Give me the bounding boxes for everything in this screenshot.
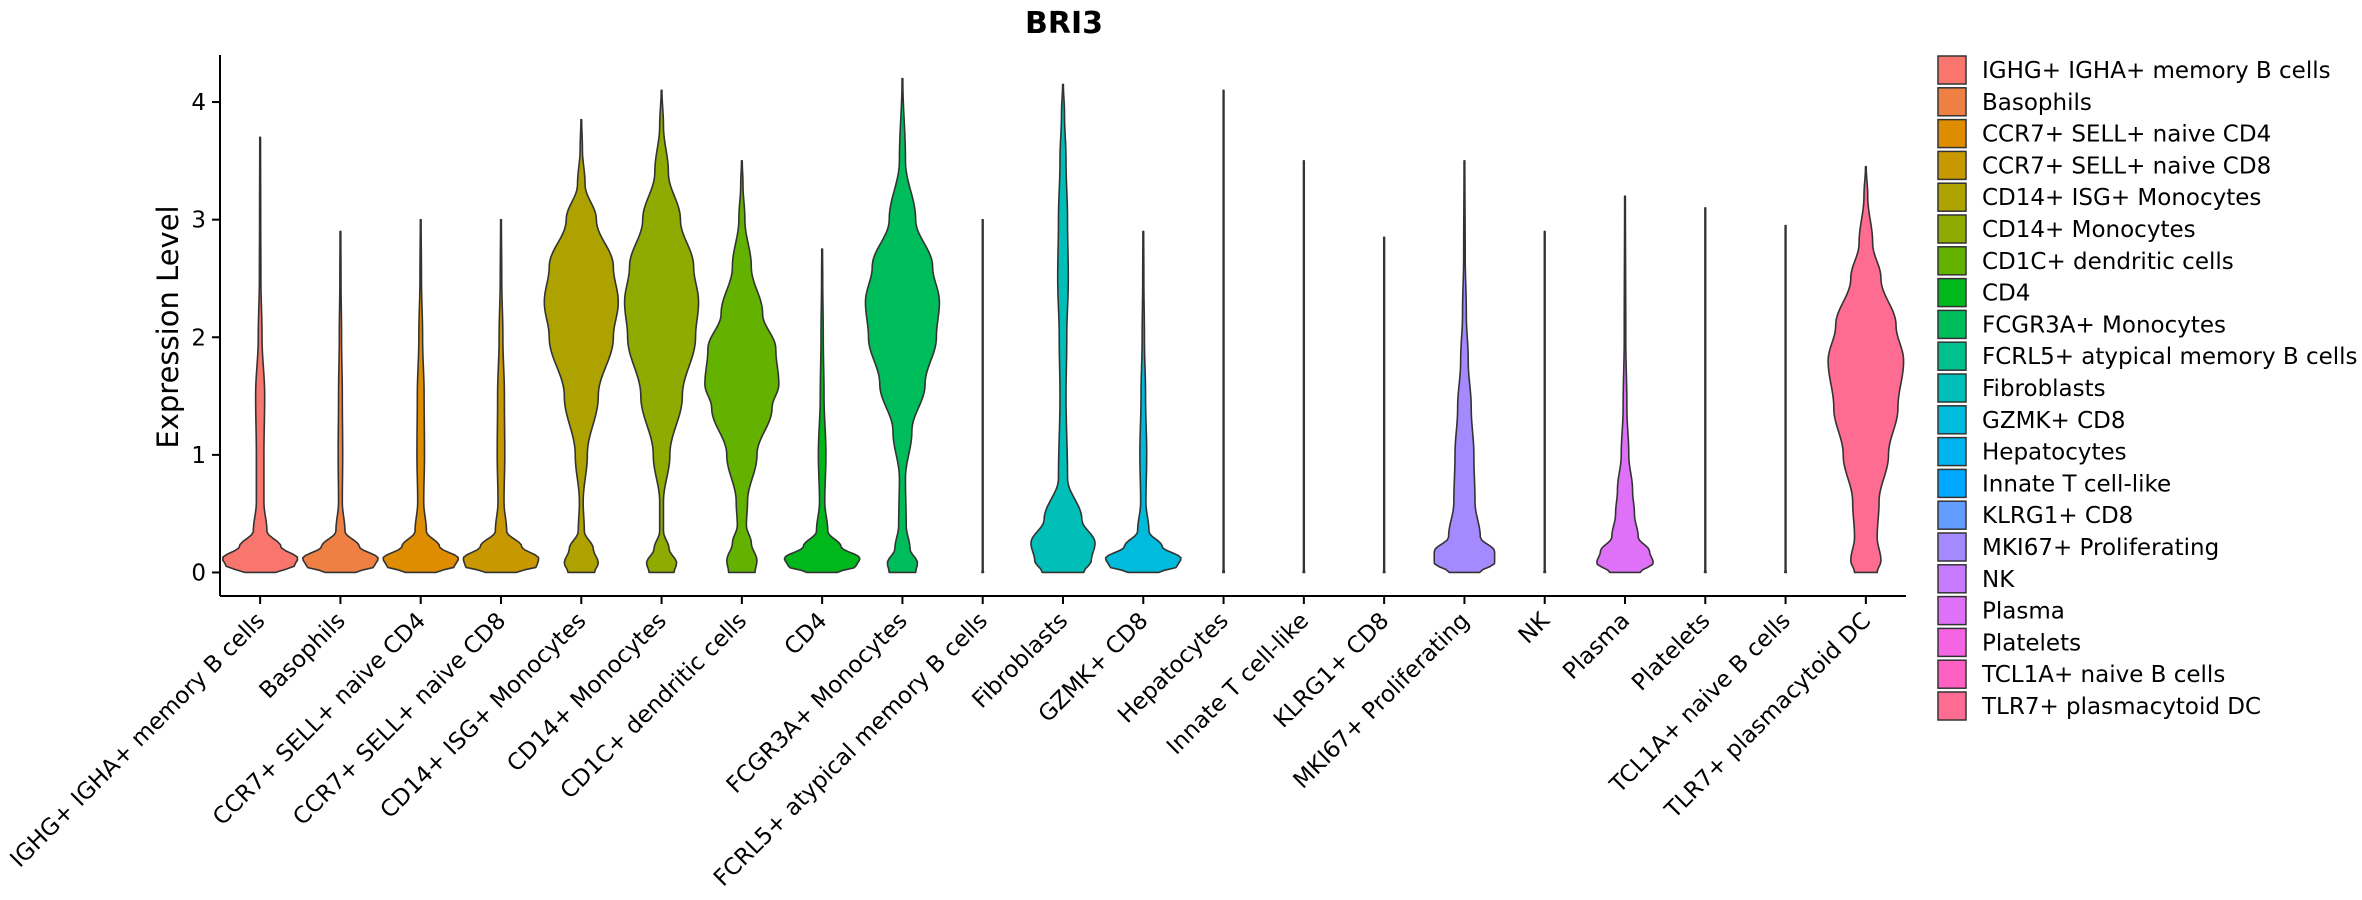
violin-1 [221, 136, 299, 574]
legend-label: MKI67+ Proliferating [1982, 535, 2219, 561]
legend-swatch [1937, 118, 1967, 149]
legend-label: NK [1982, 567, 2015, 593]
legend-label: CCR7+ SELL+ naive CD8 [1982, 153, 2271, 179]
legend-swatch [1937, 309, 1967, 340]
y-tick-label: 1 [191, 443, 206, 469]
legend-swatch [1937, 150, 1967, 181]
violin-13 [1222, 89, 1226, 574]
violin-7 [704, 160, 780, 574]
legend-label: CD14+ Monocytes [1982, 217, 2196, 243]
legend-label: FCRL5+ atypical memory B cells [1982, 344, 2358, 370]
violin-12 [1104, 230, 1182, 574]
legend-swatch [1937, 436, 1967, 467]
x-tick-label: Innate T cell-like [1162, 608, 1314, 760]
violin-17 [1543, 230, 1547, 574]
legend-swatch [1937, 564, 1967, 594]
legend-swatch [1937, 55, 1967, 85]
legend-swatch [1937, 182, 1967, 212]
y-tick-label: 3 [191, 208, 206, 234]
violin-10 [981, 218, 985, 574]
y-tick-label: 0 [191, 560, 206, 586]
violin-3 [382, 218, 459, 574]
y-tick-label: 4 [191, 90, 206, 116]
violin-21 [1827, 165, 1905, 574]
legend-swatch [1937, 246, 1967, 276]
legend-label: Fibroblasts [1982, 376, 2106, 402]
legend-swatch [1937, 595, 1967, 626]
violin-6 [623, 89, 700, 574]
x-tick-label: CD4 [780, 608, 833, 661]
legend-swatch [1937, 500, 1967, 530]
x-tick-label: IGHG+ IGHA+ memory B cells [6, 608, 271, 873]
legend-label: CD14+ ISG+ Monocytes [1982, 185, 2261, 211]
violin-2 [301, 230, 379, 574]
violin-5 [543, 118, 620, 574]
legend-label: CD1C+ dendritic cells [1982, 249, 2234, 275]
legend-swatch [1937, 405, 1967, 435]
legend-swatch [1937, 532, 1967, 562]
legend-swatch [1937, 277, 1967, 308]
legend-label: KLRG1+ CD8 [1982, 503, 2133, 529]
legend-label: IGHG+ IGHA+ memory B cells [1982, 58, 2331, 84]
legend-swatch [1937, 373, 1967, 403]
legend-label: Plasma [1982, 599, 2065, 625]
y-axis-title: Expression Level [151, 205, 185, 448]
violin-19 [1703, 207, 1707, 574]
legend-swatch [1937, 341, 1967, 371]
violin-14 [1302, 160, 1306, 574]
legend-label: TCL1A+ naive B cells [1981, 662, 2225, 688]
x-tick-label: Plasma [1558, 608, 1635, 685]
violin-11 [1030, 83, 1096, 574]
violin-15 [1382, 236, 1386, 574]
legend-swatch [1937, 87, 1967, 117]
chart-title: BRI3 [1025, 6, 1103, 41]
legend-swatch [1937, 468, 1967, 499]
legend-label: TLR7+ plasmacytoid DC [1981, 694, 2261, 720]
legend-label: CCR7+ SELL+ naive CD4 [1982, 122, 2271, 148]
x-tick-label: NK [1514, 607, 1556, 649]
legend-swatch [1937, 659, 1967, 689]
x-tick-label: CD14+ Monocytes [502, 608, 671, 777]
legend-label: Basophils [1982, 90, 2092, 116]
legend-label: Hepatocytes [1982, 440, 2127, 466]
violin-20 [1784, 224, 1788, 574]
violin-8 [783, 248, 861, 574]
legend-label: FCGR3A+ Monocytes [1982, 312, 2226, 338]
legend-label: GZMK+ CD8 [1982, 408, 2126, 434]
violin-9 [864, 77, 941, 574]
y-tick-label: 2 [191, 325, 206, 351]
violin-16 [1433, 160, 1496, 574]
legend-swatch [1937, 214, 1967, 244]
legend: IGHG+ IGHA+ memory B cells Basophils CCR7+… [1937, 55, 2358, 721]
legend-label: CD4 [1982, 281, 2030, 307]
violin-4 [462, 218, 540, 574]
legend-swatch [1937, 691, 1967, 721]
legend-label: Innate T cell-like [1982, 471, 2171, 497]
violin-18 [1596, 195, 1654, 574]
legend-swatch [1937, 627, 1967, 658]
legend-label: Platelets [1982, 630, 2081, 656]
